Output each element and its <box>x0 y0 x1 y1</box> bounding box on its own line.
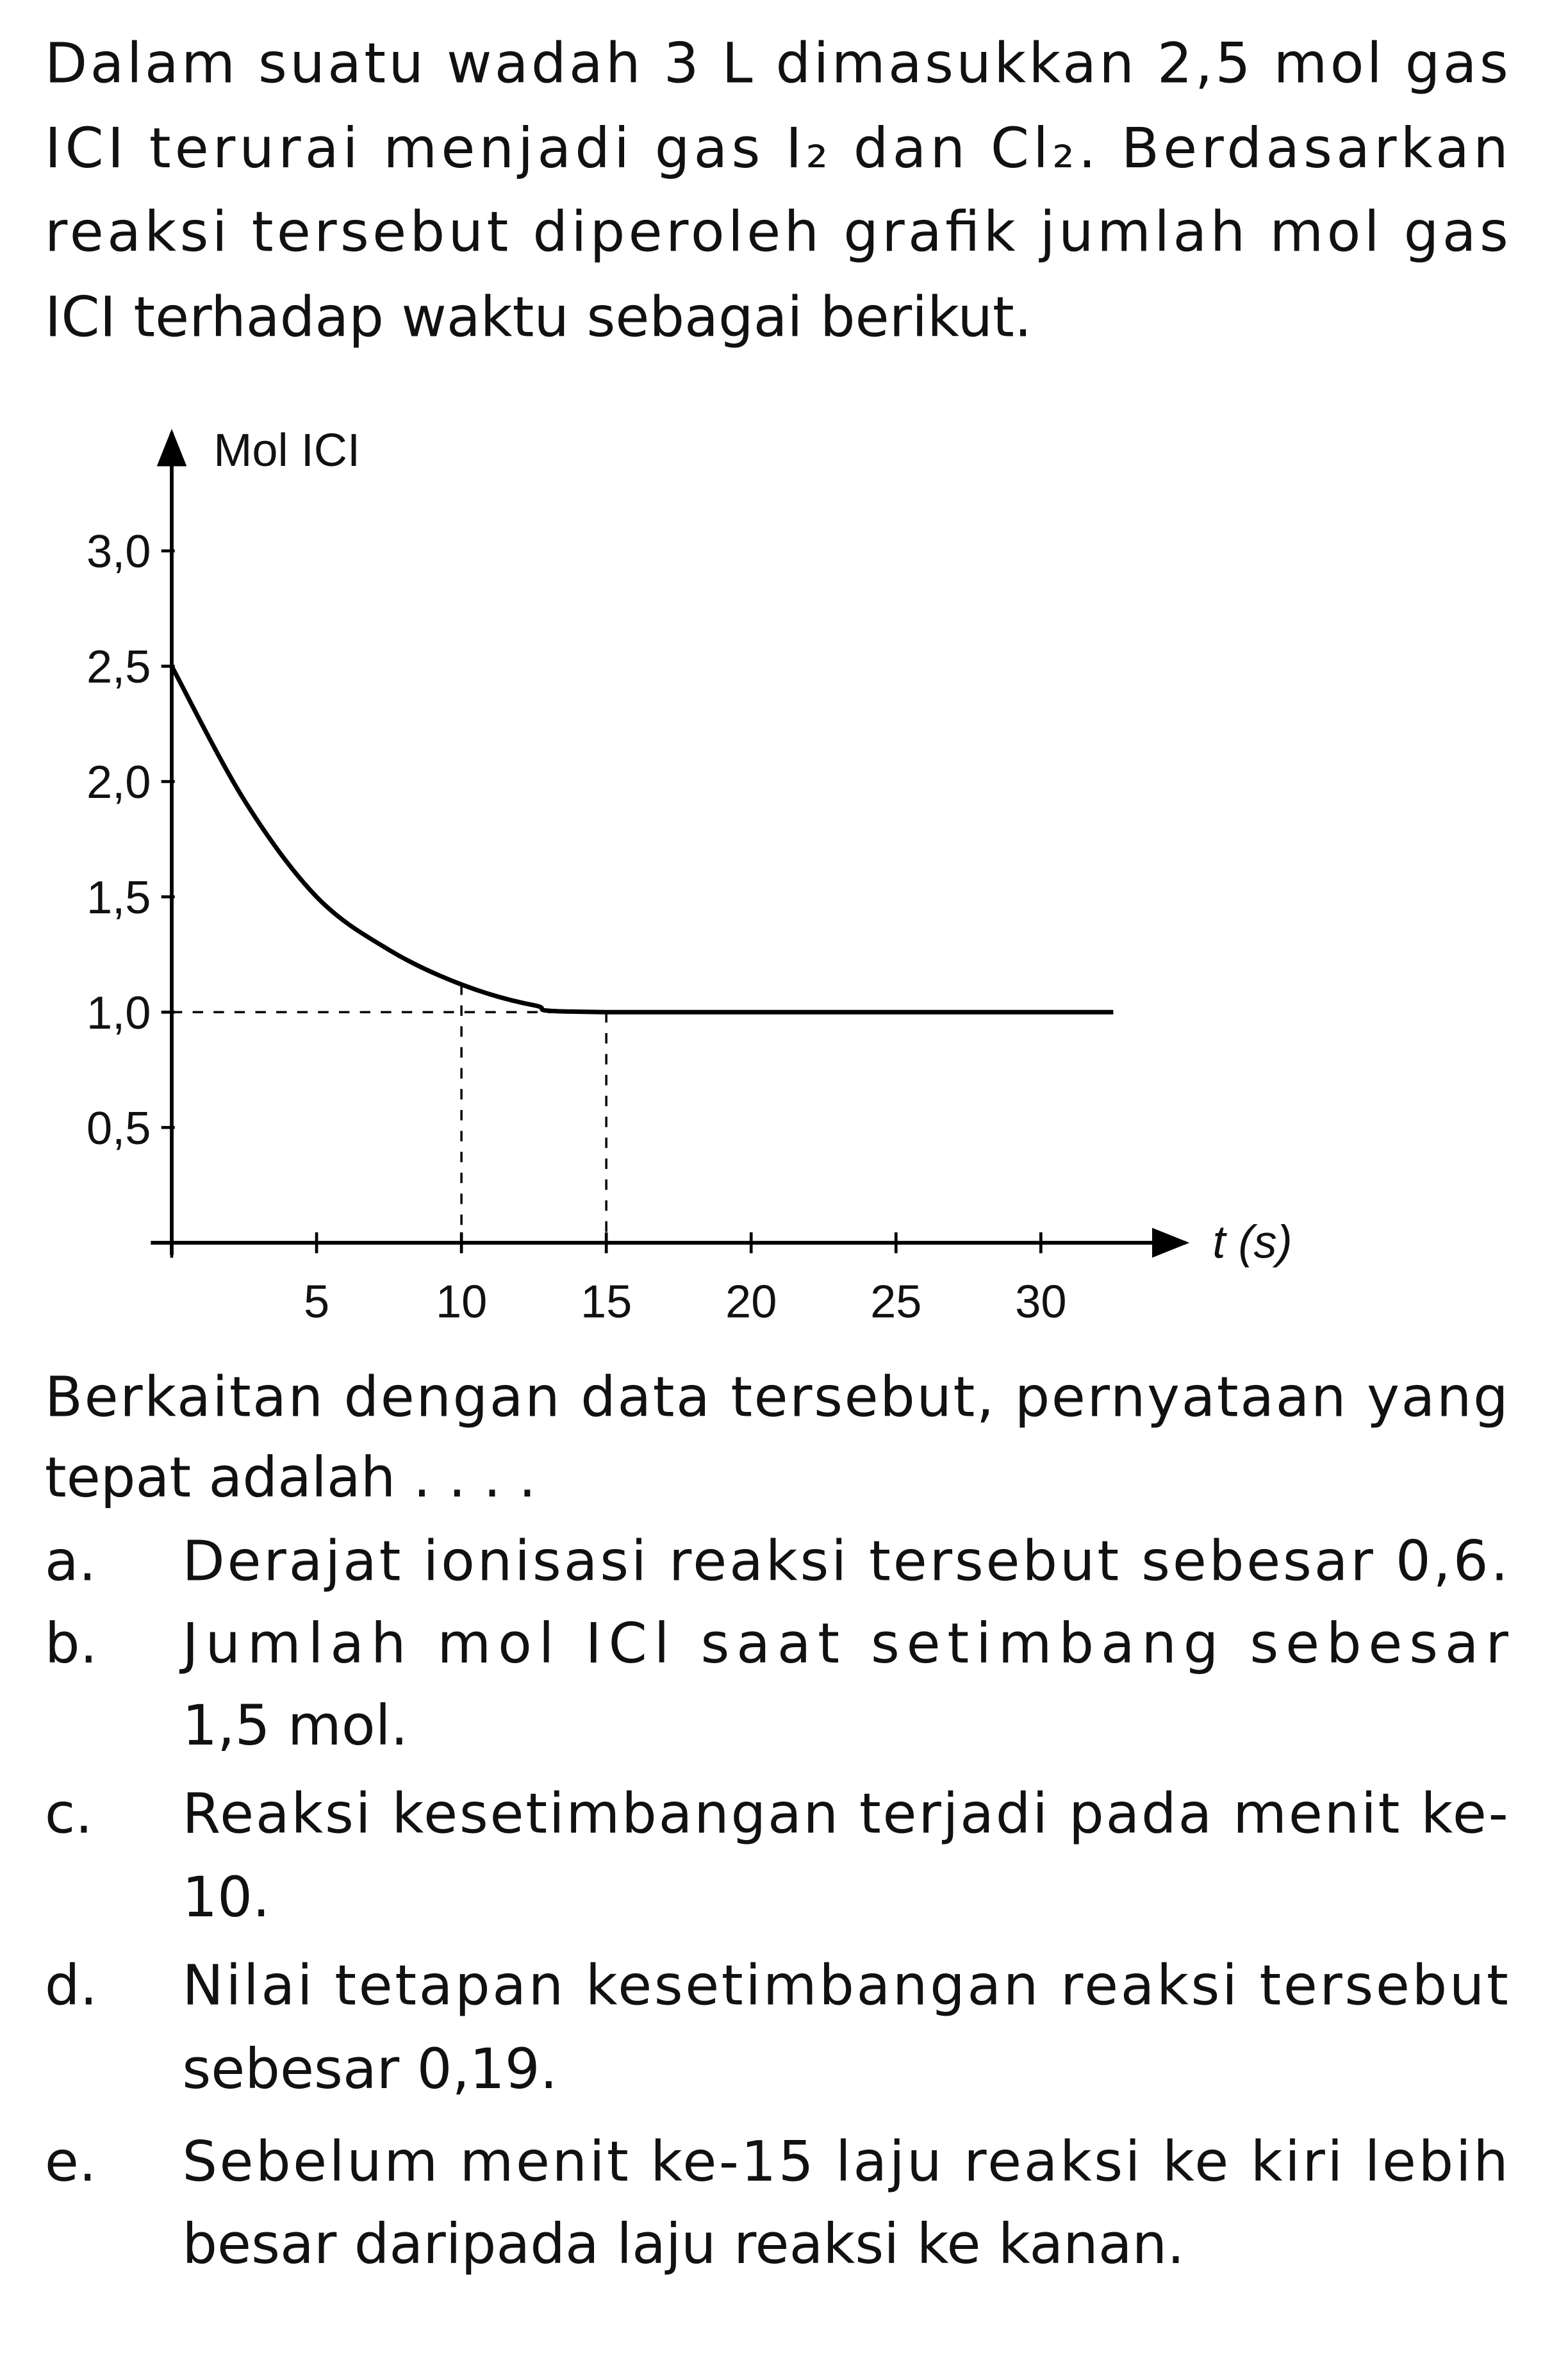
intro-line: Dalam suatu wadah 3 L dimasukkan 2,5 mol… <box>45 31 1508 95</box>
option-letter: a. <box>45 1530 96 1594</box>
intro-line: ICI terurai menjadi gas I₂ dan Cl₂. Berd… <box>45 117 1508 181</box>
intro-line: reaksi tersebut diperoleh grafik jumlah … <box>45 201 1508 265</box>
option-line: besar daripada laju reaksi ke kanan. <box>182 2212 1184 2277</box>
option-line: Derajat ionisasi reaksi tersebut sebesar… <box>182 1530 1508 1594</box>
option-line: sebesar 0,19. <box>182 2037 557 2102</box>
option-letter: e. <box>45 2130 96 2194</box>
question-line: tepat adalah . . . . <box>45 1446 536 1510</box>
y-tick-label: 2,0 <box>87 757 151 808</box>
y-tick-label: 2,5 <box>87 642 151 693</box>
x-tick-label: 25 <box>870 1277 921 1328</box>
option-line: Nilai tetapan kesetimbangan reaksi terse… <box>182 1954 1508 2018</box>
option-line: 10. <box>182 1866 270 1930</box>
question-line: Berkaitan dengan data tersebut, pernyata… <box>45 1365 1508 1429</box>
x-tick-label: 15 <box>581 1277 632 1328</box>
x-tick-label: 10 <box>436 1277 487 1328</box>
x-tick-label: 20 <box>725 1277 777 1328</box>
y-tick-label: 1,0 <box>87 988 151 1039</box>
y-tick-label: 0,5 <box>87 1103 151 1154</box>
option-line: Jumlah mol ICl saat setimbang sebesar <box>179 1612 1508 1676</box>
option-letter: d. <box>45 1954 97 2018</box>
x-tick-label: 5 <box>304 1277 329 1328</box>
option-letter: c. <box>45 1782 93 1846</box>
y-tick-label: 3,0 <box>87 526 151 577</box>
option-line: Sebelum menit ke-15 laju reaksi ke kiri … <box>182 2130 1508 2194</box>
x-axis-label: t (s) <box>1212 1216 1292 1268</box>
x-tick-label: 30 <box>1015 1277 1066 1328</box>
y-axis-label: Mol ICI <box>213 425 360 476</box>
option-letter: b. <box>45 1612 97 1676</box>
y-tick-label: 1,5 <box>87 872 151 924</box>
curve <box>169 665 1114 1015</box>
option-line: Reaksi kesetimbangan terjadi pada menit … <box>182 1782 1508 1846</box>
option-line: 1,5 mol. <box>182 1694 408 1758</box>
intro-line: ICI terhadap waktu sebagai berikut. <box>45 285 1032 349</box>
